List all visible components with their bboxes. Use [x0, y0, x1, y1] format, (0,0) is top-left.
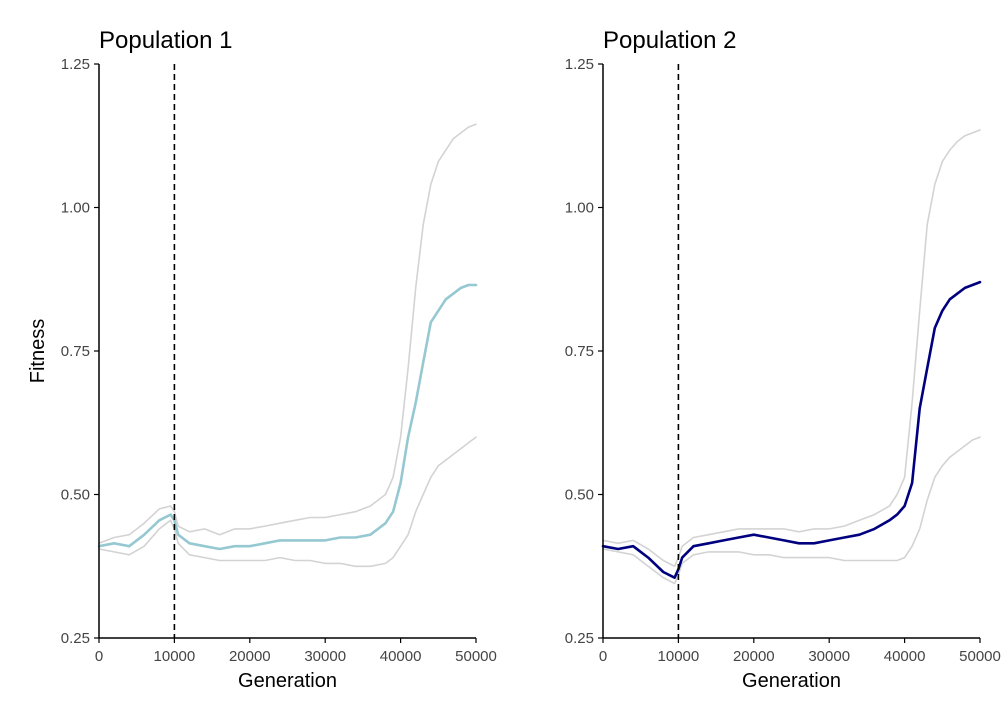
x-tick-label: 50000 — [959, 648, 1001, 665]
y-tick-label: 0.50 — [61, 487, 90, 504]
series-line-mean — [97, 283, 478, 551]
series-line-band-1 — [602, 129, 981, 568]
y-tick-label: 0.25 — [61, 630, 90, 647]
y-tick-label: 0.75 — [565, 343, 594, 360]
x-axis-label: Generation — [238, 670, 337, 692]
x-axis-label: Generation — [742, 670, 841, 692]
x-tick-label: 30000 — [304, 648, 346, 665]
y-tick-label: 0.75 — [61, 343, 90, 360]
y-tick-label: 1.25 — [565, 56, 594, 73]
x-tick-label: 0 — [95, 648, 103, 665]
y-tick-label: 0.50 — [565, 487, 594, 504]
y-tick-label: 1.00 — [565, 200, 594, 217]
series-line-band-2 — [98, 436, 477, 568]
series-line-band-2 — [602, 436, 981, 585]
x-tick-label: 20000 — [229, 648, 271, 665]
chart-title: Population 1 — [99, 27, 232, 54]
chart-panel-2: Population 2 0.25 0.50 0.75 1.00 1.25 0 10000 20… — [565, 27, 1001, 692]
x-tick-label: 40000 — [884, 648, 926, 665]
y-axis-label: Fitness — [27, 319, 49, 383]
chart-panel-1: Population 1 0.25 0.50 0.75 1.00 1.25 0 10000 20… — [27, 27, 497, 692]
x-tick-label: 40000 — [380, 648, 422, 665]
series-line-band-1 — [98, 123, 477, 545]
x-tick-label: 10000 — [658, 648, 700, 665]
x-tick-label: 0 — [599, 648, 607, 665]
chart-title: Population 2 — [603, 27, 736, 54]
y-tick-label: 1.00 — [61, 200, 90, 217]
series-line-mean — [601, 280, 982, 579]
x-tick-label: 30000 — [808, 648, 850, 665]
x-tick-label: 50000 — [455, 648, 497, 665]
x-tick-label: 20000 — [733, 648, 775, 665]
y-tick-label: 0.25 — [565, 630, 594, 647]
x-tick-label: 10000 — [154, 648, 196, 665]
y-tick-label: 1.25 — [61, 56, 90, 73]
